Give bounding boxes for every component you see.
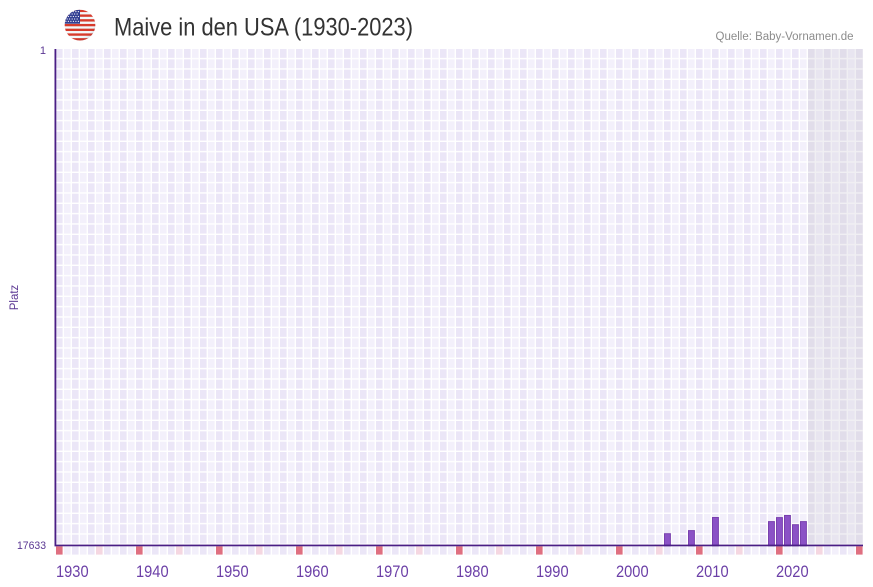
svg-text:1960: 1960 bbox=[296, 563, 329, 581]
svg-text:1: 1 bbox=[40, 45, 46, 57]
svg-text:2000: 2000 bbox=[616, 563, 649, 581]
svg-text:1970: 1970 bbox=[376, 563, 409, 581]
svg-text:Maive in den USA (1930-2023): Maive in den USA (1930-2023) bbox=[114, 14, 413, 42]
svg-text:2010: 2010 bbox=[696, 563, 729, 581]
svg-text:1930: 1930 bbox=[56, 563, 89, 581]
svg-text:Quelle: Baby-Vornamen.de: Quelle: Baby-Vornamen.de bbox=[716, 31, 854, 43]
svg-text:1950: 1950 bbox=[216, 563, 249, 581]
svg-text:1990: 1990 bbox=[536, 563, 569, 581]
svg-text:2020: 2020 bbox=[776, 563, 809, 581]
svg-text:Platz: Platz bbox=[9, 284, 21, 310]
svg-text:1980: 1980 bbox=[456, 563, 489, 581]
svg-text:17633: 17633 bbox=[17, 540, 46, 552]
svg-text:1940: 1940 bbox=[136, 563, 169, 581]
